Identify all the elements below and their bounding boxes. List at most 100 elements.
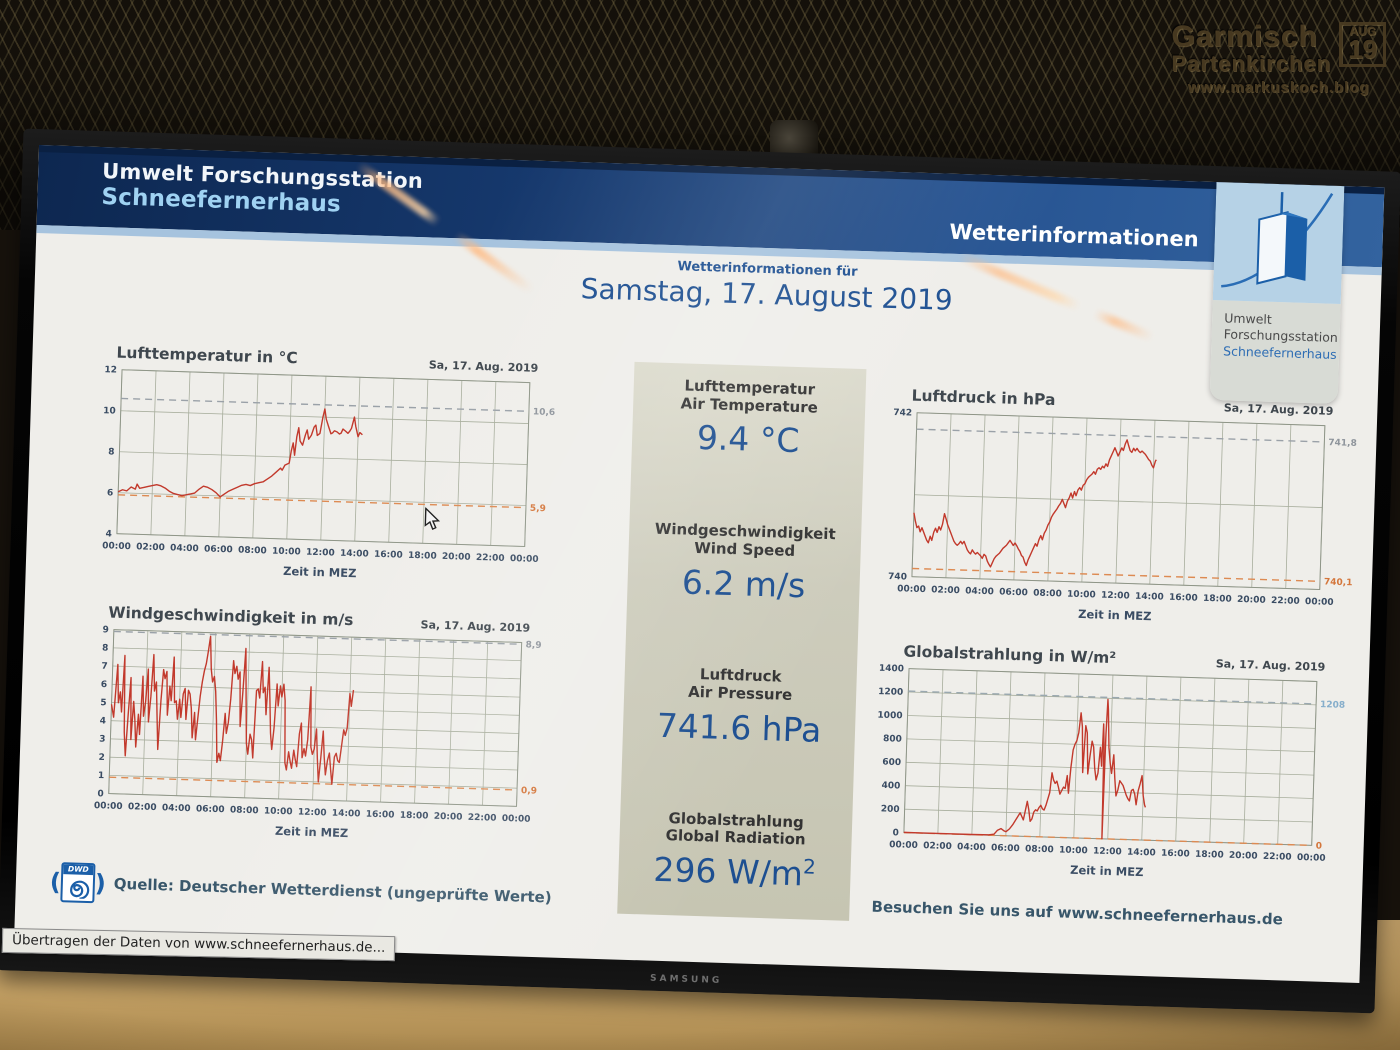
svg-text:12:00: 12:00 [298,808,327,819]
station-name: Umwelt Forschungsstation Schneefernerhau… [101,159,423,221]
value-reading: 741.6 hPa [656,705,822,750]
svg-text:9: 9 [102,625,109,635]
svg-text:0,9: 0,9 [521,786,537,796]
svg-text:12:00: 12:00 [1093,847,1122,858]
svg-text:740,1: 740,1 [1324,577,1353,588]
tv-frame: Umwelt Forschungsstation Schneefernerhau… [0,128,1400,1014]
svg-text:8: 8 [102,643,109,653]
svg-text:Zeit in MEZ: Zeit in MEZ [275,824,349,840]
svg-text:00:00: 00:00 [94,801,123,812]
svg-text:741,8: 741,8 [1328,438,1357,449]
svg-text:10: 10 [103,406,116,416]
svg-text:12:00: 12:00 [1101,591,1130,602]
svg-text:5: 5 [100,698,107,708]
photographer-watermark: Garmisch Partenkirchen AUG 19 www.markus… [1171,20,1386,96]
svg-text:04:00: 04:00 [162,803,191,814]
svg-text:10:00: 10:00 [1067,590,1096,601]
svg-text:08:00: 08:00 [238,546,267,557]
tv-screen: Umwelt Forschungsstation Schneefernerhau… [14,145,1385,983]
svg-text:Zeit in MEZ: Zeit in MEZ [1070,863,1144,879]
svg-text:08:00: 08:00 [1033,589,1062,600]
data-source: ( DWD ) Quelle: Deutscher Wetterdienst (… [49,862,552,918]
svg-text:08:00: 08:00 [1025,844,1054,855]
svg-text:04:00: 04:00 [965,586,994,597]
svg-text:14:00: 14:00 [1135,592,1164,603]
svg-text:06:00: 06:00 [991,843,1020,854]
watermark-line1: Garmisch [1171,20,1318,53]
svg-text:00:00: 00:00 [102,541,131,552]
source-text: Quelle: Deutscher Wetterdienst (ungeprüf… [113,874,552,907]
svg-text:742: 742 [893,408,912,419]
chart-wind-speed: Windgeschwindigkeit in m/s Sa, 17. Aug. … [73,603,568,854]
svg-text:2: 2 [98,753,105,763]
chart-plot-area: 00:00 02:00 04:00 06:00 08:00 10:00 12:00 14:00… [73,621,568,854]
svg-text:600: 600 [882,758,901,769]
svg-text:740: 740 [888,572,907,583]
watermark-month: AUG [1349,24,1376,38]
svg-text:0: 0 [892,828,899,838]
svg-text:00:00: 00:00 [1297,853,1326,864]
svg-text:7: 7 [101,662,108,672]
current-wind-speed: Windgeschwindigkeit Wind Speed 6.2 m/s [627,520,861,607]
dwd-logo-icon: ( DWD ) [49,862,106,904]
svg-text:4: 4 [105,529,112,539]
svg-text:14:00: 14:00 [340,549,369,560]
svg-text:18:00: 18:00 [408,551,437,562]
svg-text:16:00: 16:00 [1161,849,1190,860]
value-reading: 9.4 °C [696,418,800,461]
svg-text:22:00: 22:00 [476,553,505,564]
watermark-year: 19 [1348,34,1377,65]
svg-text:02:00: 02:00 [923,841,952,852]
svg-text:00:00: 00:00 [1305,597,1334,608]
svg-text:00:00: 00:00 [897,584,926,595]
svg-text:20:00: 20:00 [442,552,471,563]
chart-air-temperature: Lufttemperatur in °C Sa, 17. Aug. 2019 0… [81,343,576,594]
svg-text:10:00: 10:00 [1059,845,1088,856]
svg-text:02:00: 02:00 [128,802,157,813]
svg-text:Zeit in MEZ: Zeit in MEZ [1078,607,1152,623]
dwd-spiral-icon [70,880,90,899]
svg-text:1200: 1200 [878,687,903,698]
page-title: Wetterinformationen für Samstag, 17. Aug… [486,253,1047,320]
station-building-icon [1212,182,1345,305]
value-reading: 6.2 m/s [681,562,806,605]
svg-text:1208: 1208 [1320,700,1345,711]
chart-global-radiation: Globalstrahlung in W/m² Sa, 17. Aug. 201… [868,642,1363,893]
svg-text:22:00: 22:00 [1263,852,1292,863]
chart-air-pressure: Luftdruck in hPa Sa, 17. Aug. 2019 00:00… [876,386,1371,637]
svg-text:10:00: 10:00 [272,547,301,558]
svg-text:18:00: 18:00 [1195,850,1224,861]
visit-text: Besuchen Sie uns auf www.schneefernerhau… [871,897,1284,929]
watermark-date-badge: AUG 19 [1339,22,1386,68]
svg-text:20:00: 20:00 [434,812,463,823]
svg-text:18:00: 18:00 [1203,594,1232,605]
svg-text:8: 8 [108,447,115,457]
current-air-pressure: Luftdruck Air Pressure 741.6 hPa [623,664,857,751]
logo-text-line3: Schneefernerhaus [1222,342,1337,362]
svg-text:04:00: 04:00 [957,842,986,853]
mouse-cursor [424,507,441,531]
svg-text:08:00: 08:00 [230,805,259,816]
chart-plot-area: 00:00 02:00 04:00 06:00 08:00 10:00 12:00 14:00… [876,404,1371,637]
svg-text:1: 1 [98,771,105,781]
svg-text:6: 6 [101,680,108,690]
svg-text:4: 4 [100,716,107,726]
svg-text:06:00: 06:00 [204,544,233,555]
current-values-panel: Lufttemperatur Air Temperature 9.4 °C Wi… [617,361,867,921]
svg-text:04:00: 04:00 [170,543,199,554]
svg-text:10:00: 10:00 [264,806,293,817]
svg-text:800: 800 [883,734,902,745]
svg-text:1400: 1400 [879,664,904,675]
station-logo-panel: Umwelt Forschungsstation Schneefernerhau… [1209,182,1345,404]
chart-plot-area: 00:00 02:00 04:00 06:00 08:00 10:00 12:00 14:00… [81,361,576,594]
current-global-radiation: Globalstrahlung Global Radiation 296 W/m… [618,808,852,895]
svg-text:5,9: 5,9 [530,504,546,514]
svg-text:0: 0 [97,789,104,799]
svg-text:16:00: 16:00 [1169,593,1198,604]
svg-text:20:00: 20:00 [1229,851,1258,862]
svg-text:06:00: 06:00 [196,804,225,815]
svg-text:22:00: 22:00 [1271,596,1300,607]
svg-text:06:00: 06:00 [999,587,1028,598]
svg-text:00:00: 00:00 [510,554,539,565]
